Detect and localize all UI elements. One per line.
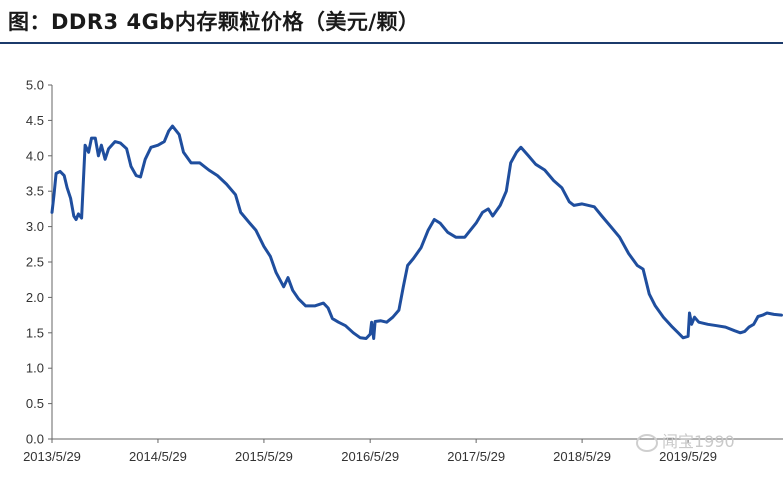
y-tick-label: 0.0 bbox=[26, 432, 44, 447]
x-tick-label: 2016/5/29 bbox=[341, 449, 399, 464]
x-tick-label: 2019/5/29 bbox=[659, 449, 717, 464]
watermark-text: 闻宝1990 bbox=[662, 432, 735, 451]
y-tick-label: 2.5 bbox=[26, 255, 44, 270]
watermark: 闻宝1990 bbox=[636, 428, 735, 452]
x-tick-label: 2018/5/29 bbox=[553, 449, 611, 464]
x-tick-label: 2014/5/29 bbox=[129, 449, 187, 464]
y-tick-label: 3.5 bbox=[26, 184, 44, 199]
x-tick-label: 2015/5/29 bbox=[235, 449, 293, 464]
y-tick-label: 1.5 bbox=[26, 325, 44, 340]
y-tick-label: 1.0 bbox=[26, 361, 44, 376]
y-tick-label: 3.0 bbox=[26, 219, 44, 234]
x-tick-label: 2013/5/29 bbox=[23, 449, 81, 464]
wechat-icon bbox=[636, 433, 658, 452]
chart-title: 图：DDR3 4Gb内存颗粒价格（美元/颗） bbox=[8, 10, 420, 34]
x-tick-label: 2017/5/29 bbox=[447, 449, 505, 464]
y-tick-label: 5.0 bbox=[26, 78, 44, 93]
y-tick-label: 4.5 bbox=[26, 113, 44, 128]
title-divider bbox=[0, 42, 783, 44]
y-tick-label: 0.5 bbox=[26, 396, 44, 411]
series-line bbox=[50, 124, 783, 340]
y-tick-label: 4.0 bbox=[26, 148, 44, 163]
y-tick-label: 2.0 bbox=[26, 290, 44, 305]
